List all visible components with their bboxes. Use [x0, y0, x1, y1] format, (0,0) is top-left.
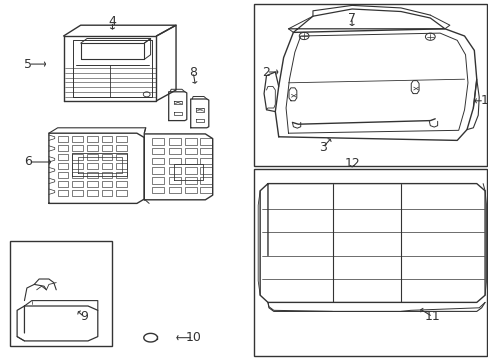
Text: 3: 3 — [318, 141, 326, 154]
Bar — [58, 163, 68, 169]
Text: 1: 1 — [479, 94, 487, 107]
Bar — [87, 145, 98, 151]
Bar — [87, 190, 98, 196]
Bar — [72, 190, 83, 196]
Bar — [72, 172, 83, 178]
Bar — [116, 136, 127, 142]
Bar — [72, 163, 83, 169]
Bar — [184, 167, 197, 174]
Bar — [87, 136, 98, 142]
Bar — [151, 148, 163, 154]
Bar — [168, 177, 181, 184]
Bar — [102, 190, 112, 196]
Bar — [116, 163, 127, 169]
Bar — [168, 148, 181, 154]
Bar — [116, 181, 127, 187]
Bar — [199, 138, 211, 145]
Bar — [199, 148, 211, 154]
Bar — [10, 241, 112, 346]
Text: 11: 11 — [424, 310, 440, 323]
Bar — [72, 136, 83, 142]
Text: 7: 7 — [347, 12, 355, 24]
Bar — [151, 138, 163, 145]
Bar — [102, 172, 112, 178]
Bar — [151, 167, 163, 174]
Bar — [184, 177, 197, 184]
Bar — [58, 190, 68, 196]
Bar — [199, 187, 211, 193]
Bar — [116, 154, 127, 160]
Bar — [184, 158, 197, 164]
Text: 9: 9 — [80, 310, 88, 323]
Bar — [168, 167, 181, 174]
Bar — [72, 181, 83, 187]
Bar — [58, 145, 68, 151]
Bar — [87, 154, 98, 160]
Bar — [102, 163, 112, 169]
Bar — [102, 154, 112, 160]
Bar — [58, 136, 68, 142]
Bar — [116, 172, 127, 178]
Text: 10: 10 — [185, 331, 201, 344]
Bar — [199, 177, 211, 184]
Bar — [151, 177, 163, 184]
Text: 5: 5 — [24, 58, 32, 71]
Bar — [116, 190, 127, 196]
Bar — [72, 154, 83, 160]
Bar — [151, 187, 163, 193]
Bar — [87, 163, 98, 169]
Bar — [168, 158, 181, 164]
Bar — [184, 187, 197, 193]
Bar — [168, 138, 181, 145]
Bar — [184, 148, 197, 154]
Text: 8: 8 — [189, 66, 197, 78]
Bar — [72, 145, 83, 151]
Bar — [168, 187, 181, 193]
Bar — [58, 154, 68, 160]
Bar — [254, 169, 486, 356]
Bar — [102, 136, 112, 142]
Bar — [58, 181, 68, 187]
Text: 6: 6 — [24, 156, 32, 168]
Bar — [254, 4, 486, 166]
Bar — [87, 181, 98, 187]
Bar — [184, 138, 197, 145]
Text: 4: 4 — [108, 15, 116, 28]
Text: 12: 12 — [344, 157, 359, 170]
Bar — [116, 145, 127, 151]
Bar — [199, 158, 211, 164]
Bar — [58, 172, 68, 178]
Bar — [102, 181, 112, 187]
Bar — [102, 145, 112, 151]
Bar — [87, 172, 98, 178]
Text: 2: 2 — [262, 66, 270, 78]
Bar — [199, 167, 211, 174]
Bar — [151, 158, 163, 164]
